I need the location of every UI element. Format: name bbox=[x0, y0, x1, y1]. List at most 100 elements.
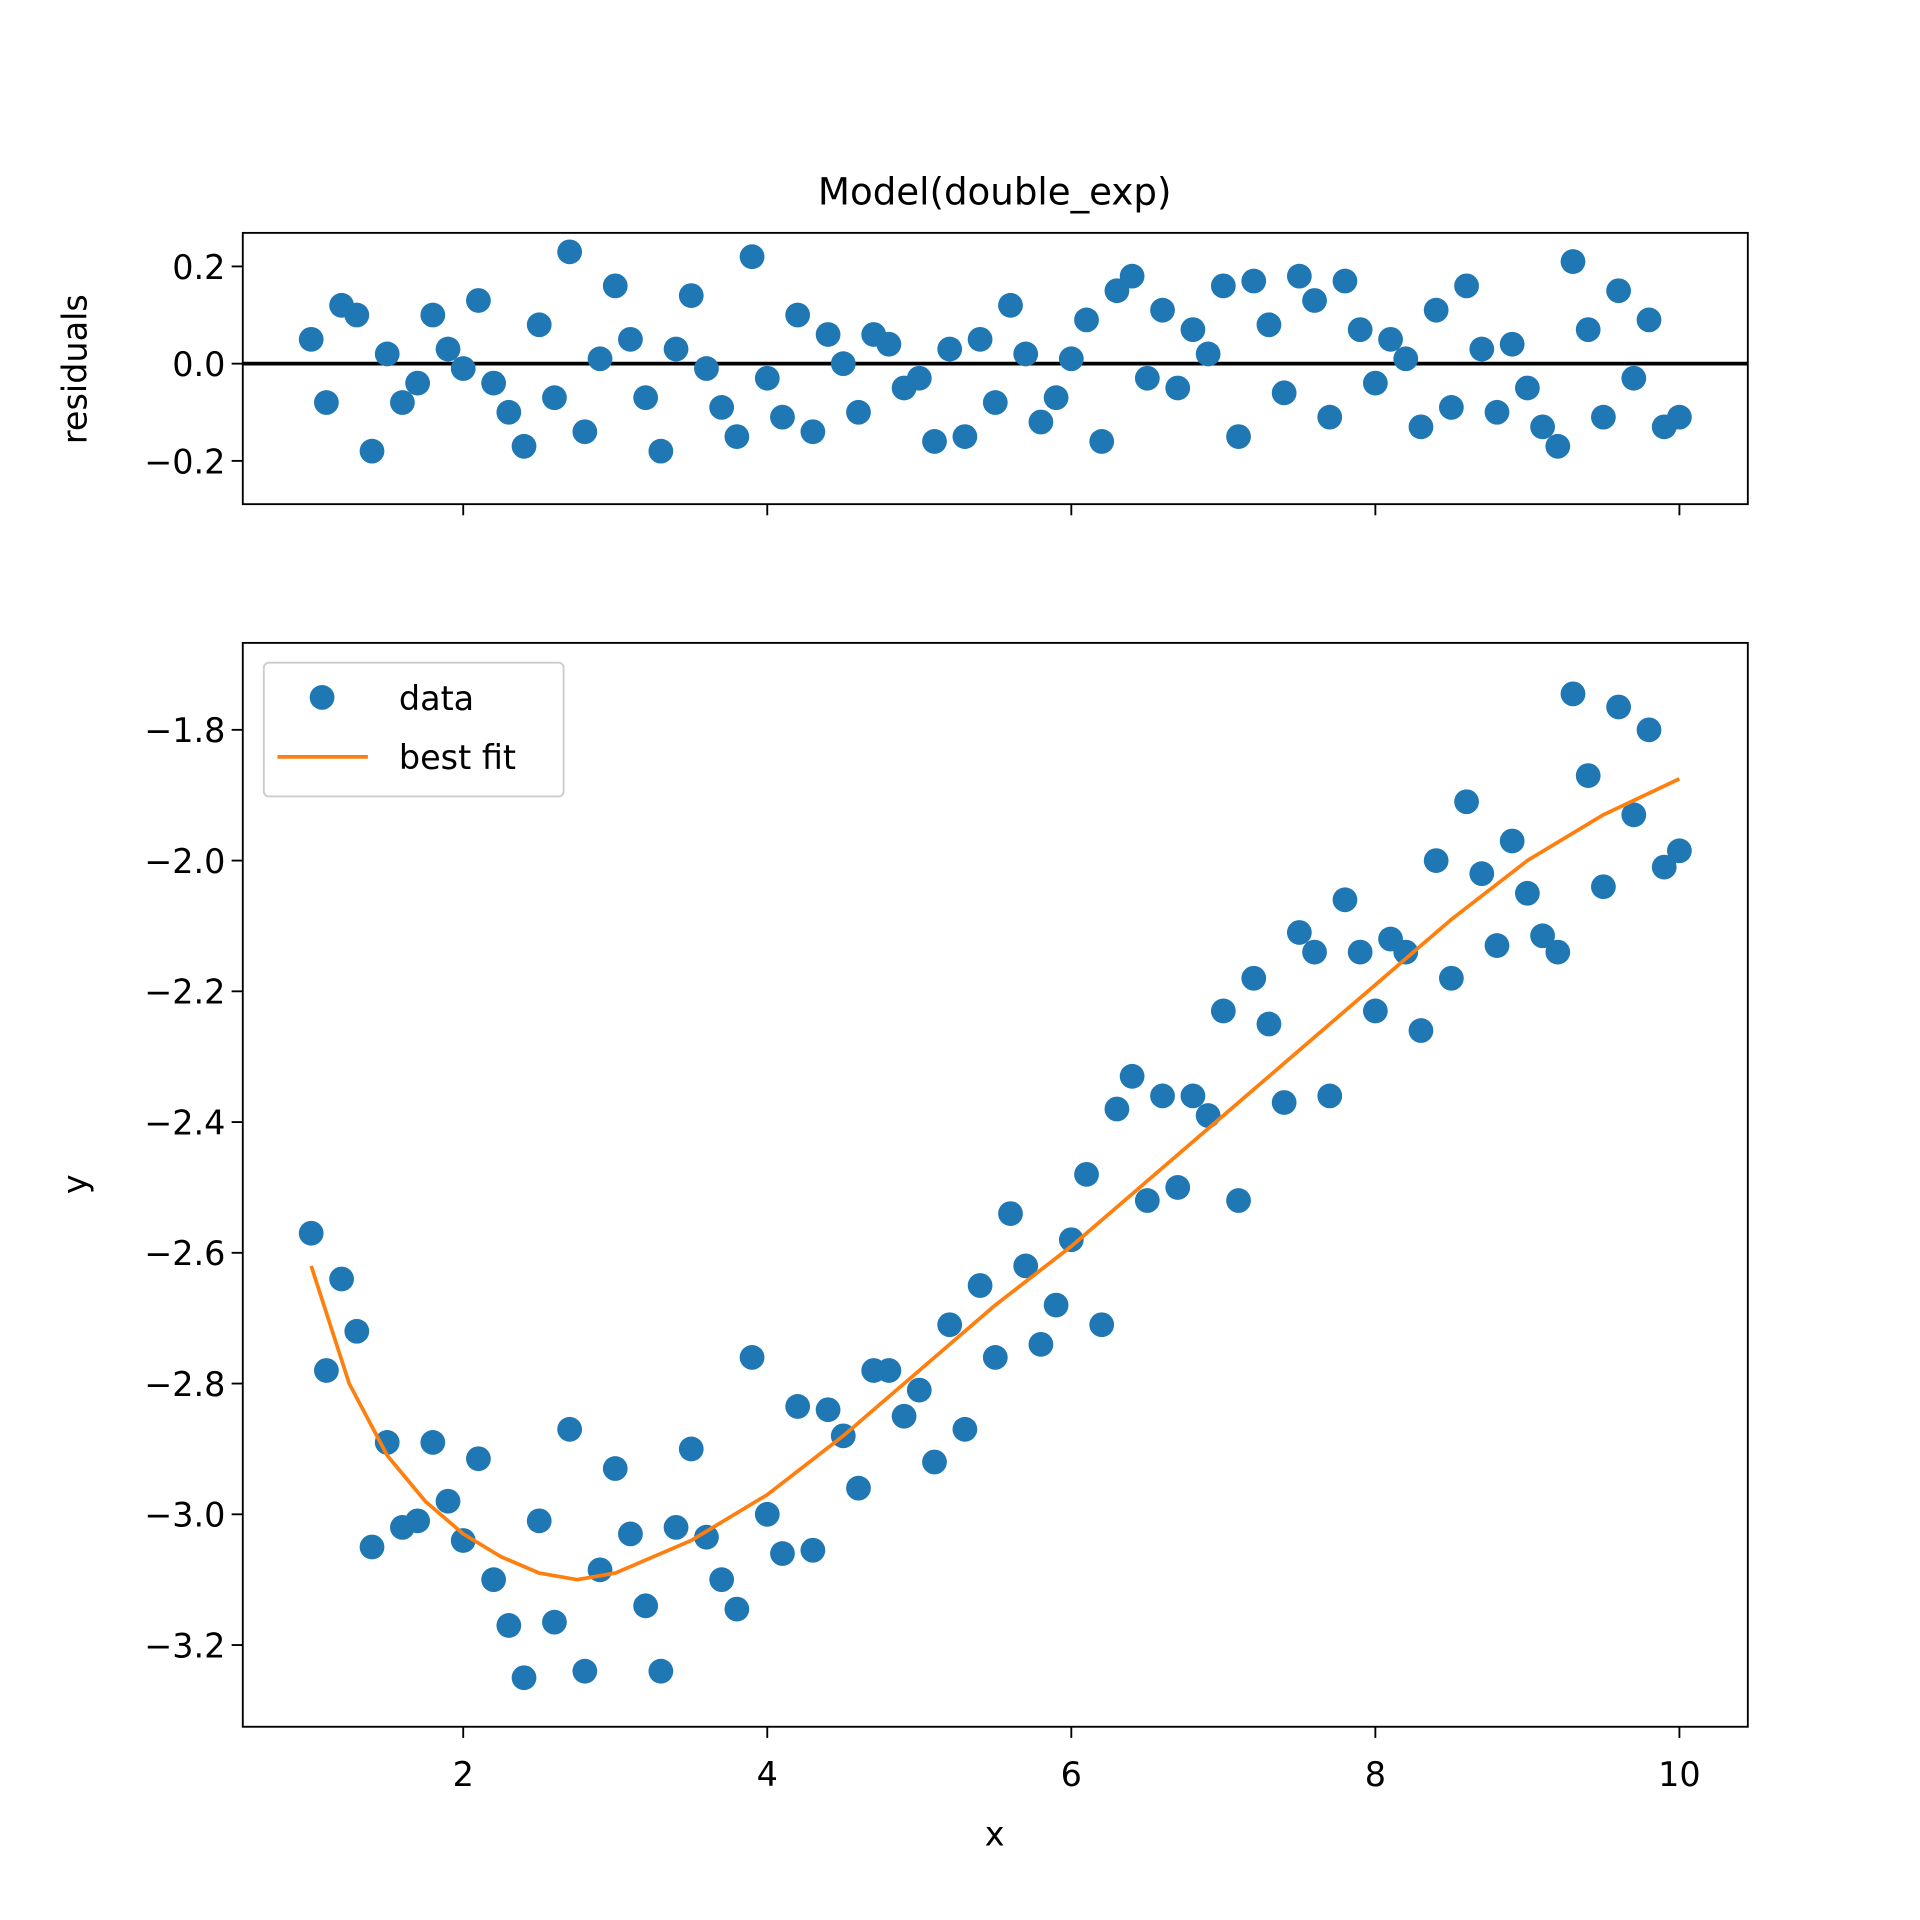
data-point bbox=[1636, 307, 1662, 333]
data-point bbox=[998, 1201, 1023, 1226]
data-point bbox=[1180, 317, 1206, 343]
data-point bbox=[709, 395, 735, 420]
x-axis-label: x bbox=[985, 1815, 1005, 1854]
y-tick-label: −2.0 bbox=[144, 842, 225, 881]
legend-label: data bbox=[399, 679, 474, 718]
data-point bbox=[1560, 249, 1586, 274]
data-point bbox=[359, 438, 385, 464]
data-point bbox=[1028, 409, 1054, 435]
data-point bbox=[694, 356, 719, 381]
data-point bbox=[314, 390, 339, 415]
data-point bbox=[1530, 414, 1555, 440]
data-point bbox=[1636, 717, 1662, 743]
data-point bbox=[1575, 763, 1601, 788]
data-point bbox=[1226, 1188, 1251, 1213]
legend-label: best fit bbox=[399, 738, 516, 777]
data-point bbox=[678, 283, 704, 308]
data-point bbox=[1651, 854, 1677, 880]
y-tick-label: −3.2 bbox=[144, 1626, 225, 1665]
data-point bbox=[329, 1266, 354, 1292]
y-tick-label: −2.6 bbox=[144, 1234, 225, 1273]
data-point bbox=[1165, 375, 1191, 401]
data-point bbox=[405, 1508, 431, 1534]
data-point bbox=[557, 1416, 583, 1442]
data-point bbox=[754, 365, 780, 391]
data-point bbox=[298, 1220, 324, 1246]
data-point bbox=[1271, 380, 1297, 406]
data-point bbox=[1241, 965, 1267, 991]
y-tick-label: −1.8 bbox=[144, 711, 225, 750]
data-point bbox=[374, 1430, 400, 1455]
data-point bbox=[602, 1456, 628, 1481]
data-point bbox=[785, 302, 811, 328]
data-point bbox=[922, 429, 947, 454]
data-point bbox=[906, 365, 932, 391]
plot-area bbox=[242, 239, 1748, 464]
data-point bbox=[1074, 307, 1099, 333]
data-point bbox=[1134, 365, 1160, 391]
data-point bbox=[1256, 312, 1282, 338]
data-point bbox=[1393, 939, 1419, 965]
data-point bbox=[557, 239, 583, 265]
data-point bbox=[1560, 681, 1586, 707]
data-point bbox=[739, 244, 765, 270]
data-point bbox=[481, 370, 507, 396]
data-point bbox=[1545, 433, 1571, 459]
data-point bbox=[466, 1446, 491, 1472]
data-point bbox=[998, 292, 1023, 318]
data-point bbox=[1180, 1083, 1206, 1109]
data-point bbox=[694, 1524, 719, 1550]
data-point bbox=[1089, 1312, 1115, 1338]
data-point bbox=[1545, 939, 1571, 965]
y-tick-label: −0.2 bbox=[144, 442, 225, 481]
data-point bbox=[314, 1358, 339, 1383]
data-point bbox=[846, 1475, 871, 1501]
data-point bbox=[1134, 1188, 1160, 1213]
data-point bbox=[982, 390, 1008, 415]
data-point bbox=[587, 346, 613, 372]
data-point bbox=[1362, 370, 1388, 396]
data-point bbox=[450, 1528, 476, 1553]
data-point bbox=[1438, 965, 1464, 991]
y-tick-label: 0.0 bbox=[172, 345, 225, 384]
data-point bbox=[1454, 789, 1479, 815]
data-point bbox=[937, 336, 963, 362]
data-point bbox=[1286, 263, 1312, 289]
data-point bbox=[618, 326, 643, 352]
data-point bbox=[420, 1430, 446, 1455]
data-point bbox=[1317, 404, 1343, 430]
data-point bbox=[1606, 278, 1631, 304]
data-point bbox=[1667, 838, 1692, 864]
data-point bbox=[1302, 288, 1327, 313]
data-point bbox=[1104, 1096, 1130, 1122]
chart-title: Model(double_exp) bbox=[818, 170, 1172, 213]
data-point bbox=[982, 1345, 1008, 1370]
data-point bbox=[1256, 1011, 1282, 1037]
data-point bbox=[1514, 375, 1540, 401]
data-point bbox=[1378, 326, 1403, 352]
data-point bbox=[572, 1658, 598, 1684]
data-point bbox=[1423, 848, 1449, 873]
data-point bbox=[450, 356, 476, 381]
data-point bbox=[390, 390, 415, 415]
data-point bbox=[1332, 268, 1358, 294]
data-point bbox=[1286, 920, 1312, 945]
data-point bbox=[1499, 828, 1525, 854]
data-point bbox=[572, 419, 598, 445]
data-point bbox=[1575, 317, 1601, 343]
data-point bbox=[937, 1312, 963, 1338]
data-point bbox=[1013, 341, 1039, 367]
data-point bbox=[1408, 1018, 1434, 1043]
data-point bbox=[800, 419, 826, 445]
data-point bbox=[1241, 268, 1267, 294]
data-point bbox=[511, 433, 537, 459]
y-axis-label: y bbox=[56, 1174, 95, 1194]
data-point bbox=[1119, 1063, 1145, 1089]
plot-area bbox=[298, 681, 1692, 1691]
data-point bbox=[526, 1508, 552, 1534]
data-point bbox=[511, 1665, 537, 1691]
data-point bbox=[1606, 694, 1631, 720]
x-tick-label: 8 bbox=[1365, 1755, 1386, 1794]
